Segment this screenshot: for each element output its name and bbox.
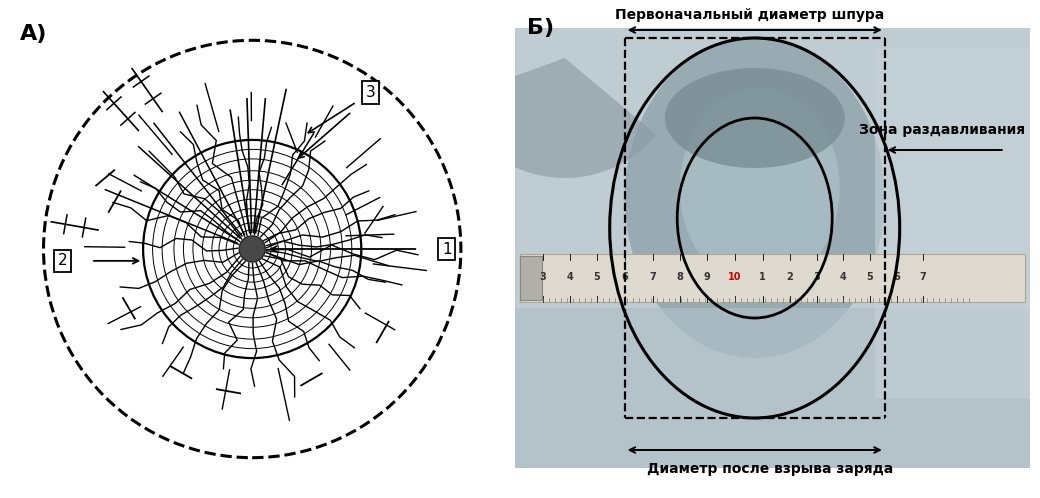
- Text: 10: 10: [728, 272, 742, 282]
- Text: 3: 3: [813, 272, 821, 282]
- Text: Первоначальный диаметр шпура: Первоначальный диаметр шпура: [615, 8, 884, 22]
- Text: 1: 1: [442, 242, 451, 256]
- Text: 9: 9: [703, 272, 710, 282]
- Text: 2: 2: [57, 253, 68, 268]
- Bar: [520, 254, 1024, 302]
- Circle shape: [239, 236, 265, 262]
- Text: 5: 5: [594, 272, 600, 282]
- Ellipse shape: [625, 38, 885, 358]
- Bar: [875, 48, 1030, 398]
- Text: 1: 1: [759, 272, 766, 282]
- Wedge shape: [452, 58, 656, 178]
- Text: 4: 4: [567, 272, 573, 282]
- Text: А): А): [20, 24, 47, 44]
- Text: Б): Б): [526, 18, 554, 38]
- Text: Диаметр после взрыва заряда: Диаметр после взрыва заряда: [647, 462, 892, 476]
- Text: 6: 6: [893, 272, 900, 282]
- Text: 2: 2: [786, 272, 794, 282]
- Bar: [515, 308, 1030, 468]
- Text: 8: 8: [676, 272, 683, 282]
- Ellipse shape: [680, 88, 839, 288]
- Text: 3: 3: [366, 85, 375, 100]
- Text: Зона раздавливания: Зона раздавливания: [859, 123, 1024, 137]
- Bar: [520, 256, 542, 300]
- Text: 4: 4: [839, 272, 847, 282]
- Text: 7: 7: [649, 272, 656, 282]
- Text: 6: 6: [621, 272, 628, 282]
- Ellipse shape: [665, 68, 844, 168]
- Bar: [515, 28, 1030, 468]
- Text: 3: 3: [540, 272, 546, 282]
- Text: 5: 5: [866, 272, 873, 282]
- Text: 7: 7: [919, 272, 926, 282]
